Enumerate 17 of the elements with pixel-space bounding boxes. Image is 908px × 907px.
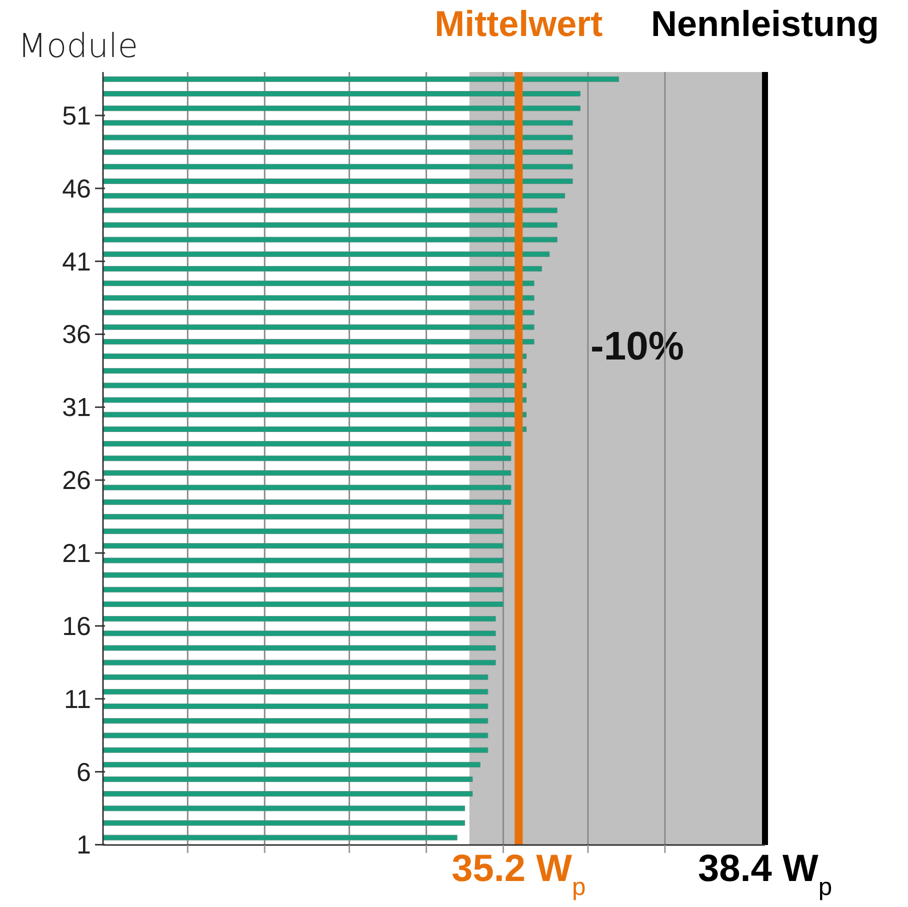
y-tick-label: 36 (62, 319, 91, 350)
y-tick-label: 6 (76, 756, 91, 787)
ref-line-label: Mittelwert (434, 3, 603, 44)
y-tick-label: 41 (62, 246, 91, 276)
y-tick-label: 31 (62, 392, 91, 422)
x-tick-label: 38.4 W$_{p}$ (698, 848, 832, 900)
y-tick-label: 16 (62, 610, 91, 641)
y-tick-label: 1 (76, 830, 91, 860)
band-label: -10% (590, 324, 684, 368)
y-tick-label: 51 (62, 100, 91, 130)
y-axis-title: Module (18, 26, 138, 65)
y-tick-label: 21 (62, 538, 91, 568)
x-tick-label: 35.2 W$_{p}$ (452, 848, 586, 900)
y-tick-label: 26 (62, 465, 91, 496)
y-tick-label: 46 (62, 173, 91, 204)
y-tick-label: 11 (64, 684, 91, 714)
ref-line-label: Nennleistung (650, 3, 880, 44)
